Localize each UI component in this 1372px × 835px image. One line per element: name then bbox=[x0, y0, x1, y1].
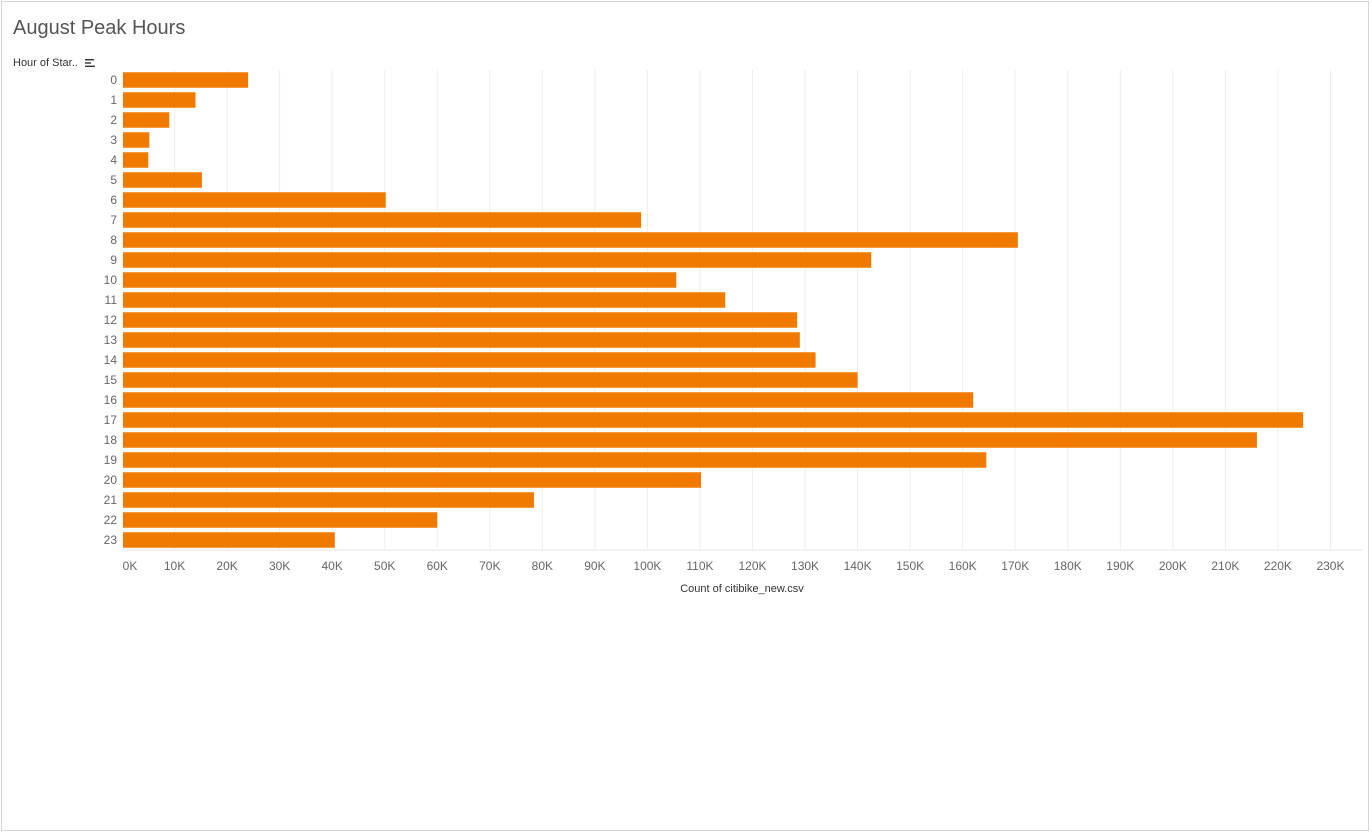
bar-hour-13[interactable] bbox=[123, 332, 800, 348]
x-tick-label: 60K bbox=[427, 559, 448, 573]
bar-hour-12[interactable] bbox=[123, 312, 798, 328]
bar-hour-21[interactable] bbox=[123, 492, 534, 508]
bar-hour-1[interactable] bbox=[123, 92, 196, 108]
bar-hour-4[interactable] bbox=[123, 152, 149, 168]
bar-hour-17[interactable] bbox=[123, 412, 1304, 428]
bar-hour-23[interactable] bbox=[123, 532, 335, 548]
x-axis-title: Count of citibike_new.csv bbox=[680, 583, 804, 595]
y-category-label[interactable]: 21 bbox=[104, 493, 118, 507]
x-tick-label: 160K bbox=[949, 559, 977, 573]
y-category-label[interactable]: 1 bbox=[110, 93, 117, 107]
gridlines bbox=[122, 70, 1362, 551]
bar-hour-11[interactable] bbox=[123, 292, 726, 308]
y-category-label[interactable]: 18 bbox=[104, 433, 118, 447]
y-category-label[interactable]: 19 bbox=[104, 453, 118, 467]
bar-hour-19[interactable] bbox=[123, 452, 987, 468]
chart-title: August Peak Hours bbox=[13, 17, 186, 39]
y-category-label[interactable]: 3 bbox=[110, 133, 117, 147]
bar-hour-0[interactable] bbox=[123, 72, 249, 88]
x-tick-label: 10K bbox=[164, 559, 185, 573]
bar-hour-9[interactable] bbox=[123, 252, 872, 268]
bar-hour-22[interactable] bbox=[123, 512, 438, 528]
y-category-label[interactable]: 17 bbox=[104, 413, 118, 427]
row-field-header[interactable]: Hour of Star.. bbox=[13, 57, 96, 69]
x-tick-label: 180K bbox=[1054, 559, 1082, 573]
y-category-label[interactable]: 6 bbox=[110, 193, 117, 207]
y-category-label[interactable]: 11 bbox=[105, 293, 118, 307]
x-tick-label: 120K bbox=[738, 559, 766, 573]
bar-hour-5[interactable] bbox=[123, 172, 202, 188]
x-tick-label: 50K bbox=[374, 559, 395, 573]
x-tick-label: 70K bbox=[479, 559, 500, 573]
bar-hour-15[interactable] bbox=[123, 372, 858, 388]
y-category-label[interactable]: 16 bbox=[104, 393, 118, 407]
x-tick-label: 150K bbox=[896, 559, 924, 573]
bar-hour-10[interactable] bbox=[123, 272, 677, 288]
bar-hour-8[interactable] bbox=[123, 232, 1018, 248]
bars bbox=[123, 72, 1304, 548]
y-category-label[interactable]: 22 bbox=[104, 513, 118, 527]
y-category-label[interactable]: 23 bbox=[104, 533, 118, 547]
y-category-label[interactable]: 14 bbox=[104, 353, 118, 367]
x-tick-label: 190K bbox=[1106, 559, 1134, 573]
x-tick-label: 0K bbox=[123, 559, 138, 573]
bar-hour-18[interactable] bbox=[123, 432, 1257, 448]
x-tick-label: 220K bbox=[1264, 559, 1292, 573]
y-category-label[interactable]: 20 bbox=[104, 473, 118, 487]
x-tick-label: 130K bbox=[791, 559, 819, 573]
y-category-label[interactable]: 10 bbox=[104, 273, 118, 287]
x-tick-label: 40K bbox=[321, 559, 342, 573]
bar-hour-3[interactable] bbox=[123, 132, 150, 148]
x-tick-label: 140K bbox=[844, 559, 872, 573]
x-tick-label: 90K bbox=[584, 559, 605, 573]
x-tick-label: 110K bbox=[686, 559, 713, 573]
x-axis-ticks: 0K 10K 20K 30K 40K 50K 60K 70K 80K 90K 100K 110K 120… bbox=[123, 559, 1345, 573]
x-tick-label: 210K bbox=[1211, 559, 1239, 573]
x-tick-label: 20K bbox=[216, 559, 237, 573]
x-tick-label: 80K bbox=[532, 559, 553, 573]
x-tick-label: 100K bbox=[633, 559, 661, 573]
bar-hour-20[interactable] bbox=[123, 472, 702, 488]
bar-hour-14[interactable] bbox=[123, 352, 816, 368]
x-tick-label: 200K bbox=[1159, 559, 1187, 573]
y-category-label[interactable]: 15 bbox=[104, 373, 118, 387]
y-category-label[interactable]: 7 bbox=[110, 213, 117, 227]
y-category-label[interactable]: 8 bbox=[110, 233, 117, 247]
y-category-label[interactable]: 12 bbox=[104, 313, 118, 327]
x-tick-label: 30K bbox=[269, 559, 290, 573]
x-tick-label: 170K bbox=[1001, 559, 1029, 573]
y-category-label[interactable]: 9 bbox=[110, 253, 117, 267]
sort-descending-icon[interactable] bbox=[84, 58, 96, 68]
y-category-label[interactable]: 0 bbox=[110, 73, 117, 87]
bar-hour-16[interactable] bbox=[123, 392, 974, 408]
bar-hour-7[interactable] bbox=[123, 212, 642, 228]
y-category-label[interactable]: 5 bbox=[110, 173, 117, 187]
bar-hour-6[interactable] bbox=[123, 192, 386, 208]
row-field-label: Hour of Star.. bbox=[13, 57, 78, 69]
y-category-label[interactable]: 4 bbox=[110, 153, 117, 167]
x-tick-label: 230K bbox=[1316, 559, 1344, 573]
y-category-label[interactable]: 2 bbox=[110, 113, 117, 127]
y-category-label[interactable]: 13 bbox=[104, 333, 118, 347]
bar-hour-2[interactable] bbox=[123, 112, 170, 128]
